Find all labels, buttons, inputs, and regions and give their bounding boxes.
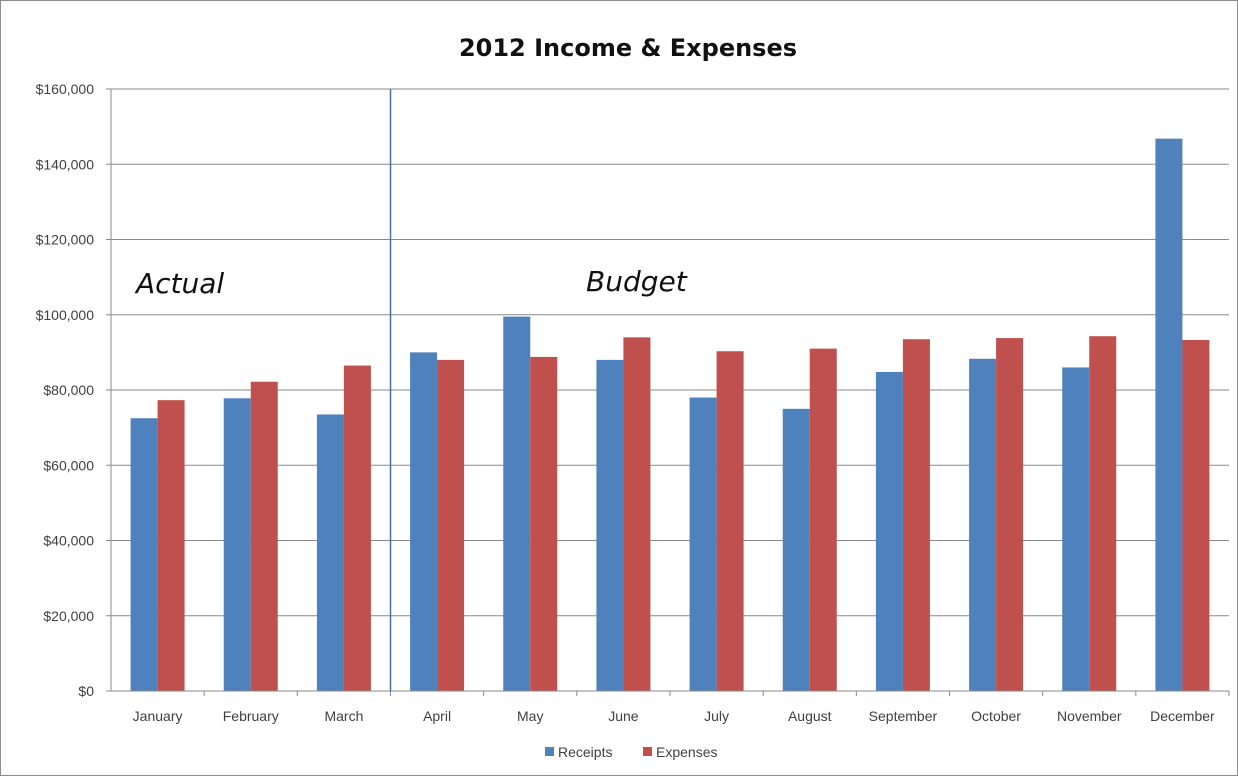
- y-tick-label: $60,000: [43, 457, 94, 473]
- bar-expenses-july: [716, 351, 744, 691]
- bar-expenses-september: [902, 339, 930, 691]
- x-tick-label: September: [869, 708, 938, 724]
- axes: $0 $20,000 $40,000 $60,000 $80,000 $100,000 $1…: [36, 81, 1230, 724]
- bar-expenses-august: [809, 348, 837, 691]
- bar-expenses-october: [996, 338, 1024, 691]
- bar-receipts-july: [689, 397, 717, 691]
- x-tick-label: June: [608, 708, 639, 724]
- bar-receipts-august: [782, 408, 810, 691]
- annotation-actual: Actual: [134, 267, 224, 300]
- bar-expenses-january: [157, 400, 185, 691]
- legend: Receipts Expenses: [545, 744, 717, 760]
- bar-expenses-november: [1089, 336, 1117, 691]
- x-tick-label: October: [971, 708, 1021, 724]
- x-tick-label: August: [788, 708, 832, 724]
- bar-expenses-may: [530, 356, 558, 691]
- bar-receipts-october: [969, 358, 997, 691]
- legend-label-receipts: Receipts: [558, 744, 612, 760]
- bar-receipts-march: [316, 414, 344, 691]
- bar-expenses-april: [437, 359, 465, 691]
- bar-receipts-february: [223, 398, 251, 691]
- y-tick-label: $20,000: [43, 608, 94, 624]
- x-tick-label: May: [517, 708, 543, 724]
- y-tick-label: $40,000: [43, 533, 94, 549]
- gridlines: [111, 88, 1229, 617]
- bar-expenses-june: [623, 337, 651, 691]
- legend-label-expenses: Expenses: [656, 744, 717, 760]
- annotation-budget: Budget: [586, 265, 688, 298]
- bar-expenses-december: [1182, 339, 1210, 691]
- bar-receipts-june: [596, 359, 624, 691]
- bar-receipts-november: [1062, 367, 1090, 691]
- x-tick-label: November: [1057, 708, 1122, 724]
- bar-receipts-december: [1155, 138, 1183, 692]
- x-tick-label: February: [223, 708, 279, 724]
- legend-swatch-expenses: [643, 747, 652, 756]
- legend-swatch-receipts: [545, 747, 554, 756]
- y-tick-label: $160,000: [36, 81, 95, 97]
- x-tick-label: April: [423, 708, 451, 724]
- bar-expenses-march: [343, 365, 371, 691]
- y-tick-label: $0: [78, 683, 94, 699]
- bar-receipts-september: [875, 371, 903, 691]
- y-tick-label: $140,000: [36, 156, 95, 172]
- bar-receipts-january: [130, 418, 158, 691]
- bar-receipts-april: [410, 352, 438, 691]
- annotations: Actual Budget: [134, 265, 688, 300]
- y-tick-label: $120,000: [36, 232, 95, 248]
- x-tick-label: January: [133, 708, 183, 724]
- bars: [130, 138, 1210, 692]
- y-tick-label: $100,000: [36, 307, 95, 323]
- bar-receipts-may: [503, 316, 531, 691]
- bar-expenses-february: [250, 381, 278, 691]
- chart-title: 2012 Income & Expenses: [459, 34, 797, 62]
- x-tick-label: July: [704, 708, 729, 724]
- x-tick-label: December: [1150, 708, 1215, 724]
- x-tick-label: March: [324, 708, 363, 724]
- y-tick-label: $80,000: [43, 382, 94, 398]
